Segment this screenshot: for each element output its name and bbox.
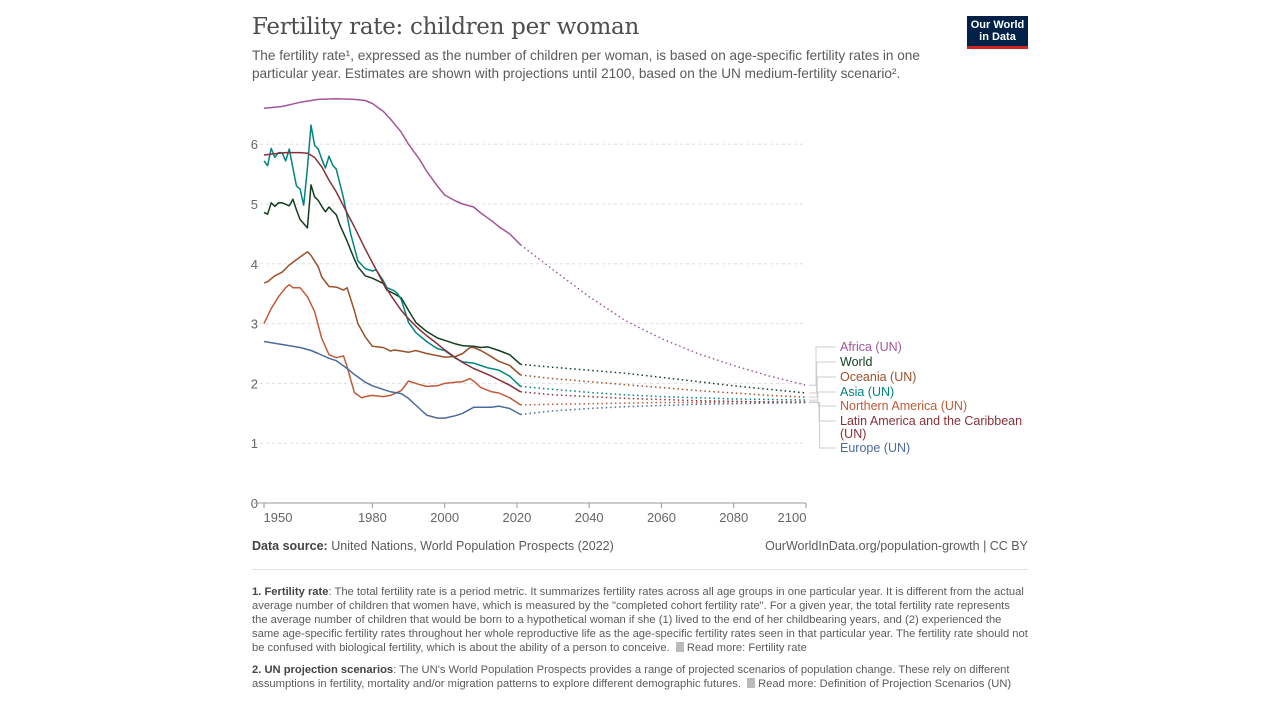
projection-line-latin-america-and-the-caribbean-un: [520, 391, 807, 404]
source-label: Data source:: [252, 539, 328, 553]
data-source: Data source: United Nations, World Popul…: [252, 539, 614, 553]
projection-line-africa-un: [520, 244, 807, 386]
series-line-oceania-un: [263, 251, 521, 376]
y-tick-label: 5: [251, 197, 258, 212]
projection-line-world: [520, 363, 807, 394]
legend-label-latin-america-and-the-caribbean-un-cont: (UN): [840, 427, 866, 441]
footnote-text: : The UN's World Population Prospects pr…: [252, 664, 1010, 690]
legend-label-northern-america-un: Northern America (UN): [840, 399, 967, 413]
footnote-2: 2. UN projection scenarios: The UN's Wor…: [252, 663, 1028, 691]
y-tick-label: 4: [251, 257, 258, 272]
legend-label-asia-un: Asia (UN): [840, 385, 894, 399]
legend-label-world: World: [840, 355, 872, 369]
projection-line-europe-un: [520, 401, 807, 416]
y-tick-label: 3: [251, 317, 258, 332]
y-tick-label: 6: [251, 137, 258, 152]
legend-label-africa-un: Africa (UN): [840, 340, 902, 354]
footnotes: 1. Fertility rate: The total fertility r…: [252, 585, 1028, 699]
legend-connector: [809, 391, 836, 401]
x-tick-label: 2060: [647, 510, 676, 525]
line-chart: 012345619501980200020202040206020802100A…: [251, 98, 1022, 525]
legend-connector: [809, 376, 836, 398]
x-tick-label: 2020: [502, 510, 531, 525]
series-line-africa-un: [263, 98, 522, 246]
y-tick-label: 1: [251, 436, 258, 451]
legend-connector: [809, 361, 836, 394]
series-line-northern-america-un: [263, 283, 521, 406]
x-tick-label: 1980: [358, 510, 387, 525]
x-tick-label: 2000: [430, 510, 459, 525]
y-tick-label: 2: [251, 376, 258, 391]
projection-line-oceania-un: [520, 374, 807, 398]
read-more-link[interactable]: Read more: Definition of Projection Scen…: [758, 678, 1012, 690]
document-icon: [747, 678, 756, 688]
footnote-title: 2. UN projection scenarios: [252, 664, 394, 676]
series-line-latin-america-and-the-caribbean-un: [263, 151, 521, 393]
series-line-world: [263, 184, 521, 365]
owid-logo[interactable]: Our World in Data: [967, 16, 1028, 49]
legend-label-latin-america-and-the-caribbean-un: Latin America and the Caribbean: [840, 414, 1022, 428]
series-line-europe-un: [263, 340, 521, 419]
legend-connector: [809, 402, 836, 449]
legend-label-oceania-un: Oceania (UN): [840, 370, 916, 384]
footnote-1: 1. Fertility rate: The total fertility r…: [252, 585, 1028, 655]
x-tick-label: 2080: [719, 510, 748, 525]
divider: [252, 569, 1028, 570]
read-more-link[interactable]: Read more: Fertility rate: [686, 642, 807, 654]
x-tick-label: 2100: [778, 510, 807, 525]
source-text: United Nations, World Population Prospec…: [331, 539, 614, 553]
x-tick-label: 1950: [264, 510, 293, 525]
footnote-title: 1. Fertility rate: [252, 586, 329, 598]
legend-connector: [809, 401, 836, 407]
legend-connector: [809, 346, 836, 386]
document-icon: [675, 642, 684, 652]
source-url[interactable]: OurWorldInData.org/population-growth | C…: [765, 539, 1028, 553]
chart-title: Fertility rate: children per woman: [252, 14, 639, 40]
chart-subtitle: The fertility rate¹, expressed as the nu…: [252, 48, 920, 81]
legend-connector: [809, 402, 836, 422]
x-tick-label: 2040: [575, 510, 604, 525]
footnote-text: : The total fertility rate is a period m…: [252, 586, 1028, 654]
legend-label-europe-un: Europe (UN): [840, 441, 910, 455]
